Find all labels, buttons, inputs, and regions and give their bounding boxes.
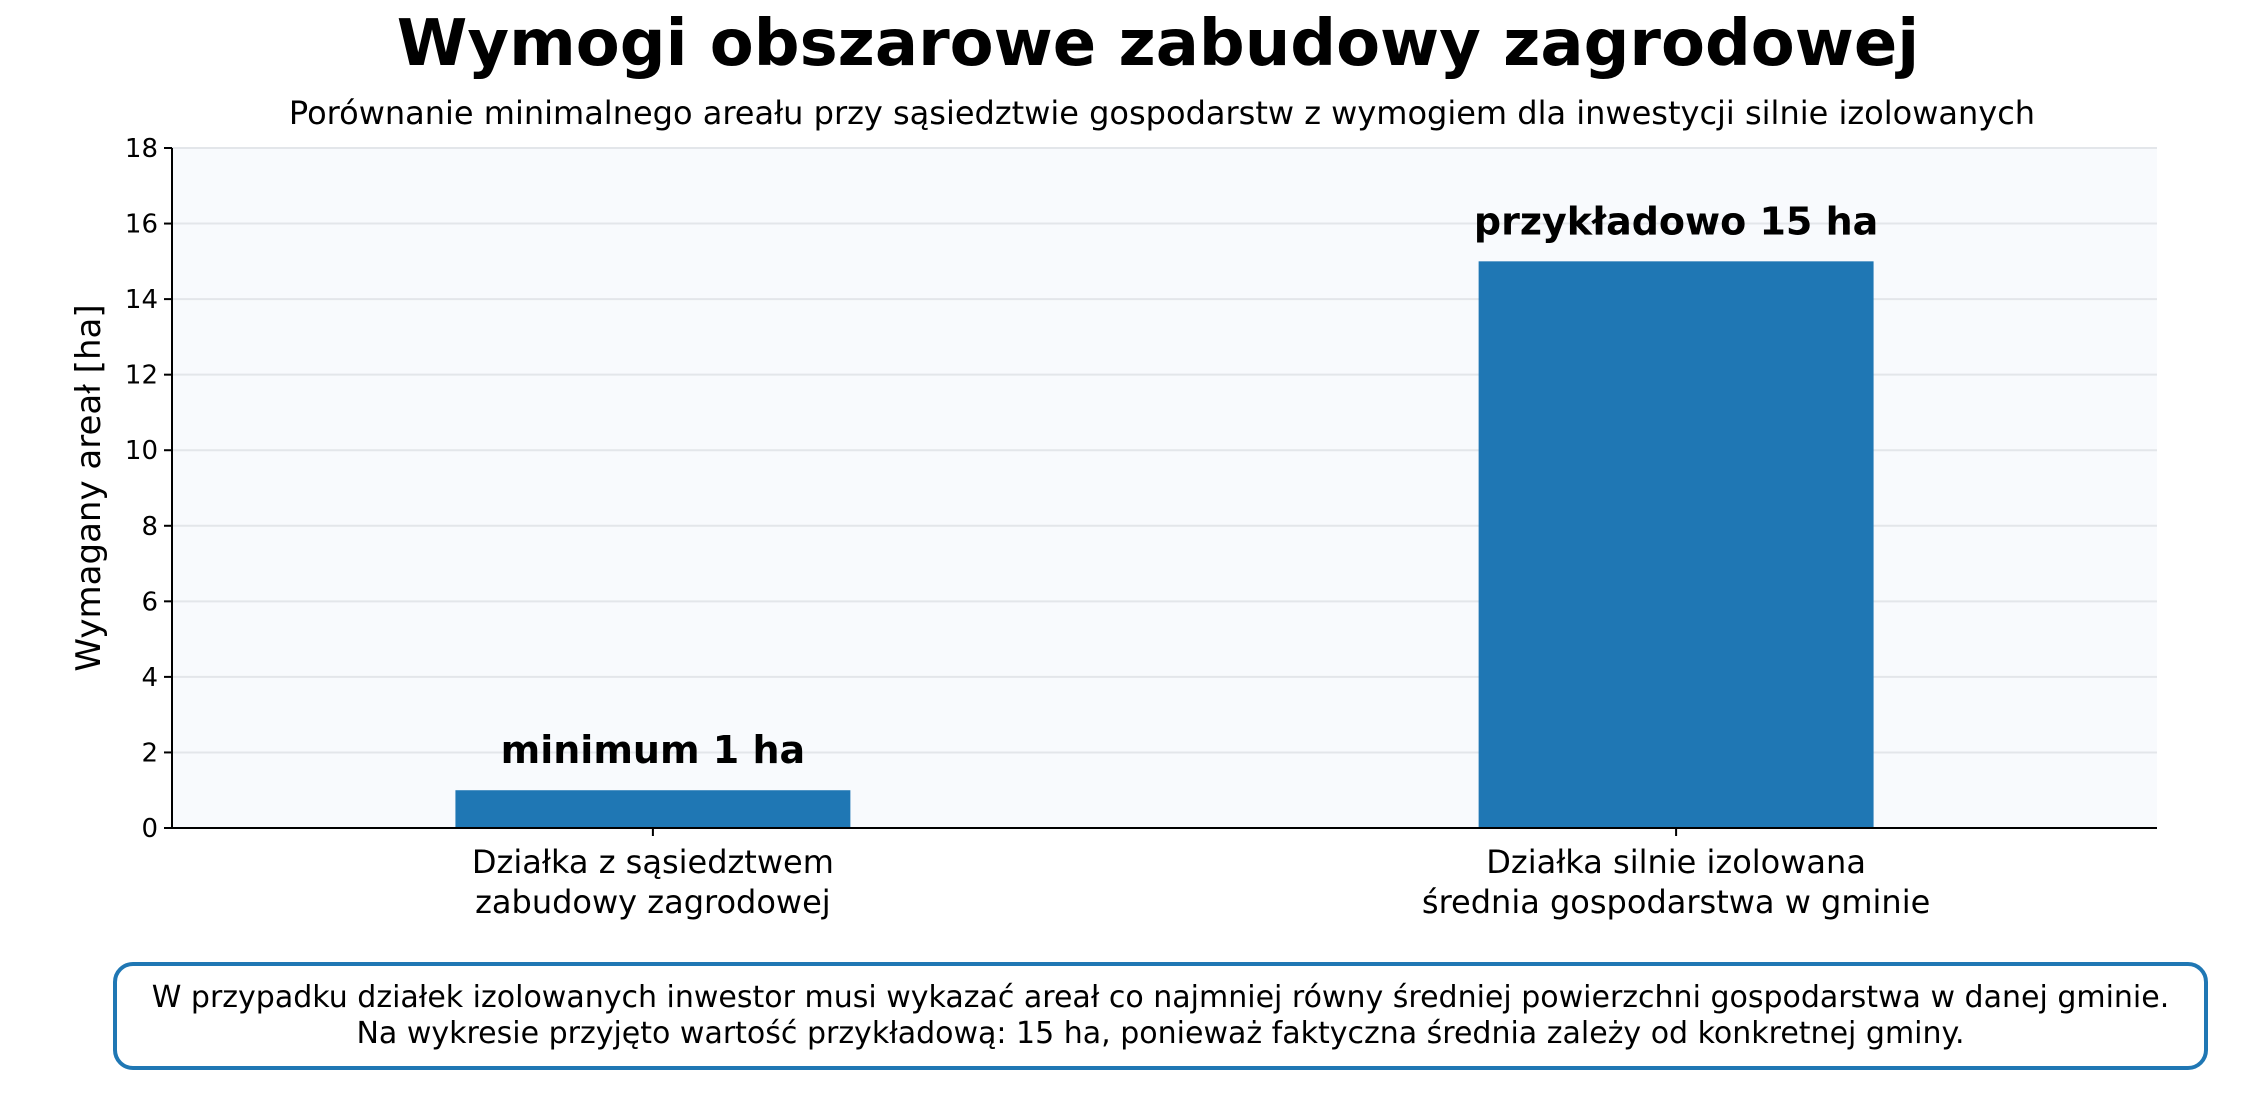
y-tick-label: 0 (141, 814, 158, 844)
y-tick-label: 8 (141, 512, 158, 542)
note-line-1: W przypadku działek izolowanych inwestor… (151, 980, 2170, 1015)
y-tick-label: 14 (125, 285, 158, 315)
y-tick-label: 2 (141, 738, 158, 768)
note-box: W przypadku działek izolowanych inwestor… (113, 962, 2208, 1070)
y-tick-label: 18 (125, 134, 158, 164)
y-tick-label: 10 (125, 436, 158, 466)
x-tick-label: Działka z sąsiedztwem (472, 843, 834, 881)
y-tick-label: 6 (141, 587, 158, 617)
note-line-2: Na wykresie przyjęto wartość przykładową… (356, 1016, 1965, 1051)
x-tick-label: średnia gospodarstwa w gminie (1422, 883, 1930, 921)
y-tick-label: 16 (125, 210, 158, 240)
bar (455, 790, 851, 828)
y-tick-label: 4 (141, 663, 158, 693)
y-ticks: 0 2 4 6 8 10 12 14 16 18 (125, 134, 172, 844)
bar-data-label: przykładowo 15 ha (1474, 199, 1878, 243)
x-tick-label: zabudowy zagrodowej (475, 883, 831, 921)
bar-data-label: minimum 1 ha (501, 728, 806, 772)
y-tick-label: 12 (125, 361, 158, 391)
chart-title: Wymogi obszarowe zabudowy zagrodowej (397, 7, 1919, 81)
y-axis-label: Wymagany areał [ha] (69, 304, 109, 671)
bars: minimum 1 ha przykładowo 15 ha (455, 199, 1878, 828)
chart-subtitle: Porównanie minimalnego areału przy sąsie… (289, 94, 2035, 132)
bar (1478, 261, 1874, 828)
x-tick-label: Działka silnie izolowana (1486, 843, 1866, 881)
